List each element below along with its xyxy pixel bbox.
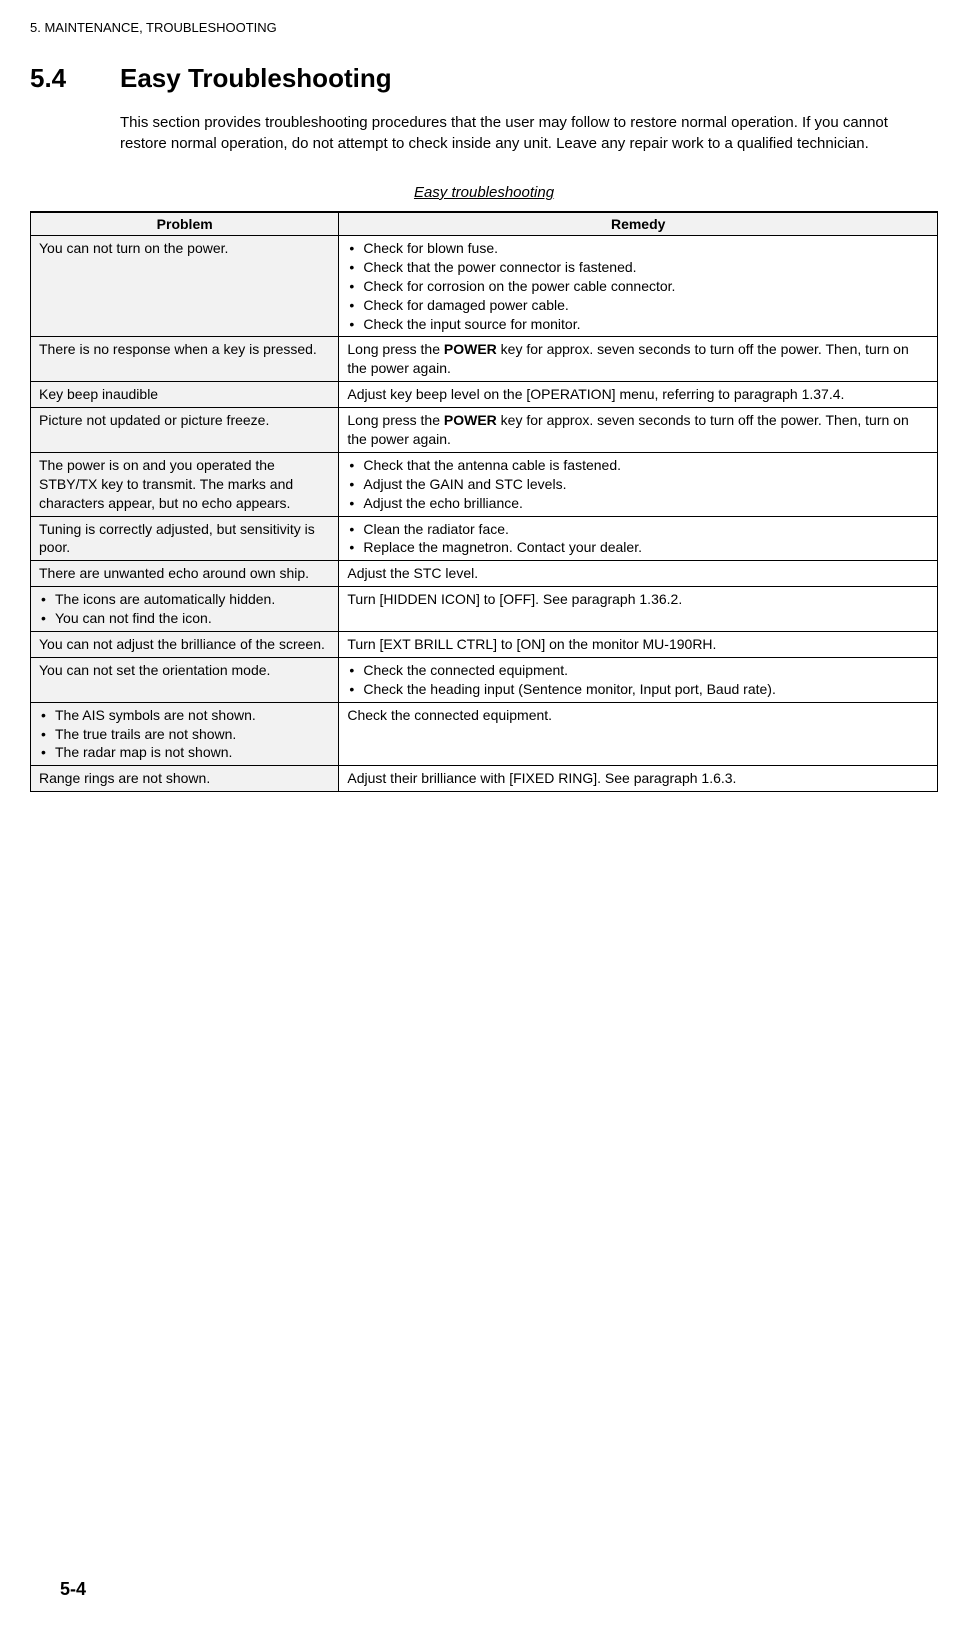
table-caption: Easy troubleshooting xyxy=(30,184,938,201)
problem-cell: The icons are automatically hidden.You c… xyxy=(31,587,339,632)
table-row: The AIS symbols are not shown.The true t… xyxy=(31,702,938,766)
section-title: Easy Troubleshooting xyxy=(120,63,392,93)
list-item: Check the connected equipment. xyxy=(347,661,929,680)
problem-cell: Tuning is correctly adjusted, but sensit… xyxy=(31,516,339,561)
table-row: There are unwanted echo around own ship.… xyxy=(31,561,938,587)
list-item: Check the input source for monitor. xyxy=(347,315,929,334)
problem-cell: You can not adjust the brilliance of the… xyxy=(31,632,339,658)
col-problem: Problem xyxy=(31,212,339,236)
remedy-cell: Turn [HIDDEN ICON] to [OFF]. See paragra… xyxy=(339,587,938,632)
remedy-bullet-list: Check for blown fuse.Check that the powe… xyxy=(347,239,929,333)
table-row: Picture not updated or picture freeze.Lo… xyxy=(31,408,938,453)
list-item: Check the heading input (Sentence monito… xyxy=(347,680,929,699)
remedy-cell: Clean the radiator face.Replace the magn… xyxy=(339,516,938,561)
problem-bullet-list: The icons are automatically hidden.You c… xyxy=(39,590,330,628)
table-row: Key beep inaudibleAdjust key beep level … xyxy=(31,382,938,408)
list-item: Adjust the GAIN and STC levels. xyxy=(347,475,929,494)
section-heading: 5.4Easy Troubleshooting xyxy=(30,63,938,94)
list-item: Check that the antenna cable is fastened… xyxy=(347,456,929,475)
remedy-bullet-list: Check the connected equipment.Check the … xyxy=(347,661,929,699)
problem-cell: There are unwanted echo around own ship. xyxy=(31,561,339,587)
list-item: Check for blown fuse. xyxy=(347,239,929,258)
problem-cell: The power is on and you operated the STB… xyxy=(31,452,339,516)
remedy-cell: Adjust key beep level on the [OPERATION]… xyxy=(339,382,938,408)
remedy-cell: Adjust their brilliance with [FIXED RING… xyxy=(339,766,938,792)
list-item: Replace the magnetron. Contact your deal… xyxy=(347,538,929,557)
remedy-cell: Adjust the STC level. xyxy=(339,561,938,587)
troubleshooting-table: Problem Remedy You can not turn on the p… xyxy=(30,211,938,792)
list-item: Check for damaged power cable. xyxy=(347,296,929,315)
remedy-bullet-list: Check that the antenna cable is fastened… xyxy=(347,456,929,513)
problem-cell: There is no response when a key is press… xyxy=(31,337,339,382)
chapter-header: 5. MAINTENANCE, TROUBLESHOOTING xyxy=(30,20,938,35)
table-row: You can not set the orientation mode.Che… xyxy=(31,657,938,702)
problem-cell: Picture not updated or picture freeze. xyxy=(31,408,339,453)
problem-cell: The AIS symbols are not shown.The true t… xyxy=(31,702,339,766)
table-body: You can not turn on the power.Check for … xyxy=(31,236,938,792)
table-row: The icons are automatically hidden.You c… xyxy=(31,587,938,632)
list-item: Check for corrosion on the power cable c… xyxy=(347,277,929,296)
section-intro: This section provides troubleshooting pr… xyxy=(120,112,938,154)
remedy-cell: Check the connected equipment.Check the … xyxy=(339,657,938,702)
problem-bullet-list: The AIS symbols are not shown.The true t… xyxy=(39,706,330,763)
col-remedy: Remedy xyxy=(339,212,938,236)
remedy-cell: Long press the POWER key for approx. sev… xyxy=(339,337,938,382)
table-row: You can not adjust the brilliance of the… xyxy=(31,632,938,658)
table-row: Tuning is correctly adjusted, but sensit… xyxy=(31,516,938,561)
list-item: The icons are automatically hidden. xyxy=(39,590,330,609)
remedy-cell: Turn [EXT BRILL CTRL] to [ON] on the mon… xyxy=(339,632,938,658)
section-number: 5.4 xyxy=(30,63,120,94)
remedy-cell: Check for blown fuse.Check that the powe… xyxy=(339,236,938,337)
table-header-row: Problem Remedy xyxy=(31,212,938,236)
list-item: You can not find the icon. xyxy=(39,609,330,628)
problem-cell: Key beep inaudible xyxy=(31,382,339,408)
remedy-cell: Long press the POWER key for approx. sev… xyxy=(339,408,938,453)
list-item: Clean the radiator face. xyxy=(347,520,929,539)
problem-cell: Range rings are not shown. xyxy=(31,766,339,792)
list-item: Check that the power connector is fasten… xyxy=(347,258,929,277)
list-item: The AIS symbols are not shown. xyxy=(39,706,330,725)
list-item: The radar map is not shown. xyxy=(39,743,330,762)
list-item: Adjust the echo brilliance. xyxy=(347,494,929,513)
table-row: Range rings are not shown.Adjust their b… xyxy=(31,766,938,792)
remedy-bullet-list: Clean the radiator face.Replace the magn… xyxy=(347,520,929,558)
page-number: 5-4 xyxy=(60,1579,86,1600)
page: 5. MAINTENANCE, TROUBLESHOOTING 5.4Easy … xyxy=(30,20,938,1620)
problem-cell: You can not turn on the power. xyxy=(31,236,339,337)
remedy-cell: Check the connected equipment. xyxy=(339,702,938,766)
table-row: There is no response when a key is press… xyxy=(31,337,938,382)
problem-cell: You can not set the orientation mode. xyxy=(31,657,339,702)
table-row: The power is on and you operated the STB… xyxy=(31,452,938,516)
table-row: You can not turn on the power.Check for … xyxy=(31,236,938,337)
list-item: The true trails are not shown. xyxy=(39,725,330,744)
remedy-cell: Check that the antenna cable is fastened… xyxy=(339,452,938,516)
